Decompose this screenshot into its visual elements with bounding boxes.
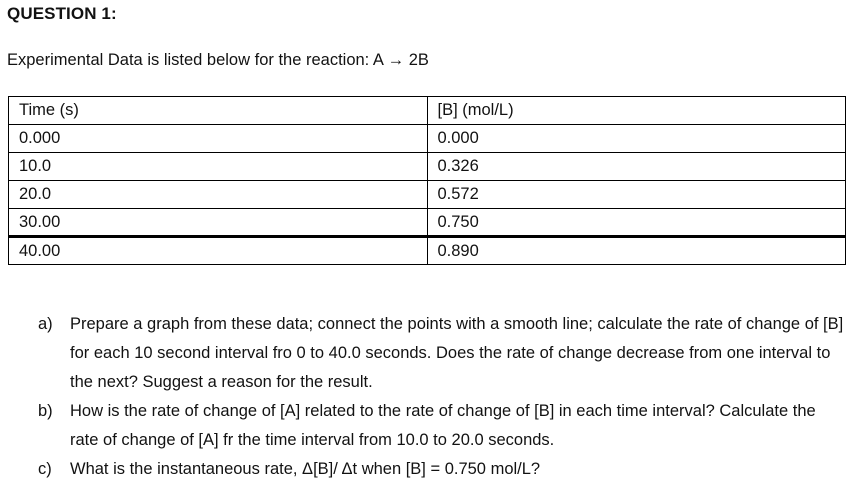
table-row: 0.000 0.000 [8,124,846,153]
question-item-b: b) How is the rate of change of [A] rela… [38,397,854,455]
intro-text: Experimental Data is listed below for th… [7,51,429,69]
column-header-time: Time (s) [8,96,428,125]
table-header-row: Time (s) [B] (mol/L) [8,96,846,125]
question-label: b) [38,402,53,420]
question-label: a) [38,315,53,333]
concentration-cell: 0.326 [426,152,846,181]
column-header-concentration: [B] (mol/L) [426,96,846,125]
table-row: 30.00 0.750 [8,208,846,237]
concentration-cell: 0.750 [426,208,846,237]
table-row: 20.0 0.572 [8,180,846,209]
question-item-c: c) What is the instantaneous rate, Δ[B]/… [38,455,854,484]
time-cell: 10.0 [8,152,428,181]
question-text: How is the rate of change of [A] related… [70,402,816,449]
time-cell: 40.00 [8,235,428,265]
time-cell: 20.0 [8,180,428,209]
concentration-cell: 0.572 [426,180,846,209]
table-row: 10.0 0.326 [8,152,846,181]
table-row: 40.00 0.890 [8,235,846,265]
concentration-cell: 0.890 [426,235,846,265]
concentration-cell: 0.000 [426,124,846,153]
time-cell: 0.000 [8,124,428,153]
question-heading: QUESTION 1: [7,4,117,23]
question-label: c) [38,460,52,478]
question-list: a) Prepare a graph from these data; conn… [0,310,854,484]
question-text: What is the instantaneous rate, Δ[B]/ Δt… [70,460,541,478]
question-text: Prepare a graph from these data; connect… [70,315,844,391]
time-cell: 30.00 [8,208,428,237]
experimental-data-table: Time (s) [B] (mol/L) 0.000 0.000 10.0 0.… [8,96,846,265]
question-item-a: a) Prepare a graph from these data; conn… [38,310,854,397]
